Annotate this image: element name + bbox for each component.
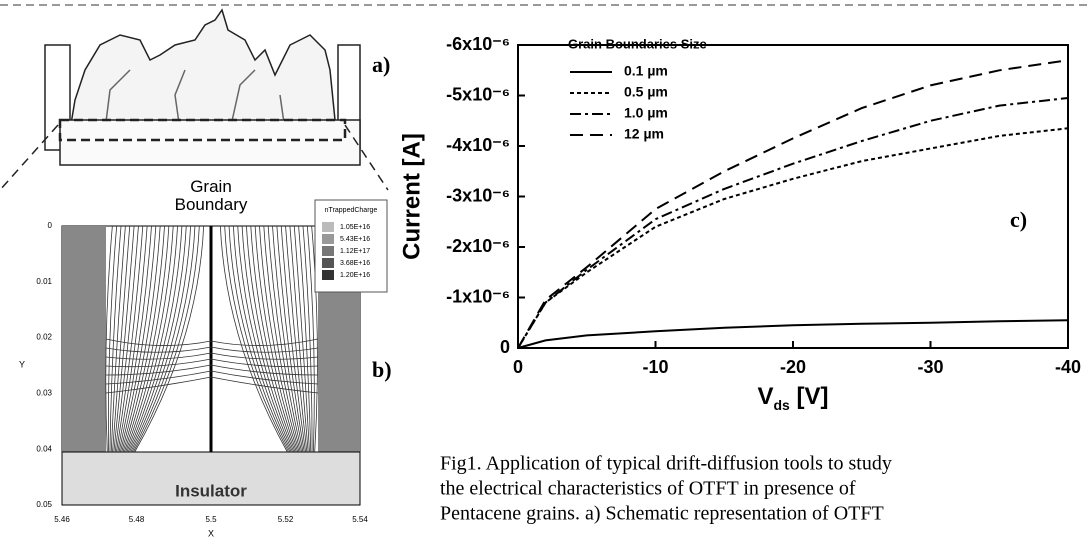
y-tick-label: -1x10⁻⁶ [446,286,510,306]
legend-label: 12 µm [624,126,664,142]
y-tick-label: 0.04 [36,444,52,453]
legend-label: 1.0 µm [624,105,668,121]
legend-swatch [322,222,334,232]
x-tick-label: 5.5 [205,515,217,524]
x-tick-label: -20 [780,357,806,377]
x-tick-label: 5.48 [129,515,145,524]
series-line [517,97,1069,349]
legend-swatch [322,270,334,280]
x-tick-label: -10 [642,357,668,377]
legend-swatch [322,234,334,244]
grain-boundary-label: Grain Boundary [175,177,248,214]
caption-line: Fig1. Application of typical drift-diffu… [440,453,892,475]
y-tick-label: -3x10⁻⁶ [446,185,510,205]
y-tick-label: -2x10⁻⁶ [446,236,510,256]
x-axis-label: X [208,528,214,538]
y-tick-label: 0.02 [36,333,52,342]
y-tick-label: -5x10⁻⁶ [446,84,510,104]
series-line [517,59,1069,349]
panel-label: b) [372,357,392,382]
legend-label: 1.20E+16 [340,272,370,279]
x-axis-label-part: [V] [790,383,829,410]
y-tick-label: 0 [48,221,53,230]
x-tick-label: -40 [1055,357,1081,377]
x-axis-label-part: ds [774,397,791,413]
plot-frame [517,44,1069,349]
x-tick-label: 5.54 [352,515,368,524]
legend-label: 0.1 µm [624,63,668,79]
y-tick-label: 0 [500,337,510,357]
panel-c: 0 -1x10⁻⁶ -2x10⁻⁶ -3x10⁻⁶ -4x10⁻⁶ -5x10⁻⁶ -6x1… [398,34,1081,413]
legend-label: 5.43E+16 [340,236,370,243]
y-tick-label: -6x10⁻⁶ [446,34,510,54]
series-line [517,127,1069,349]
x-axis-label-part: V [757,383,773,410]
legend-title: Grain Boundaries Size [568,36,707,51]
legend-title: nTrappedCharge [325,207,378,214]
y-axis-label: Current [A] [398,133,425,260]
x-tick-label: 5.46 [54,515,70,524]
x-tick-label: 5.52 [278,515,294,524]
panel-label: c) [1010,207,1027,232]
x-tick-label: -30 [917,357,943,377]
x-axis-label: Vds [V] [757,383,828,412]
y-tick-label: 0.05 [36,500,52,509]
series-line [517,319,1069,349]
legend-swatch [322,246,334,256]
insulator-label: Insulator [175,481,247,500]
x-tick-label: 0 [513,357,523,377]
legend-label: 1.05E+16 [340,224,370,231]
caption: Fig1. Application of typical drift-diffu… [440,453,892,525]
y-tick-label: 0.01 [36,277,52,286]
legend-label: 0.5 µm [624,84,668,100]
caption-line: the electrical characteristics of OTFT i… [440,478,856,500]
panel-label: a) [372,52,390,77]
y-tick-label: 0.03 [36,389,52,398]
legend-label: 1.12E+17 [340,248,370,255]
y-tick-label: -4x10⁻⁶ [446,135,510,155]
legend-label: 3.68E+16 [340,260,370,267]
panel-a [0,8,389,191]
y-axis-label: Y [19,359,25,369]
panel-b [61,225,361,506]
caption-line: Pentacene grains. a) Schematic represent… [440,503,884,525]
legend-swatch [322,258,334,268]
